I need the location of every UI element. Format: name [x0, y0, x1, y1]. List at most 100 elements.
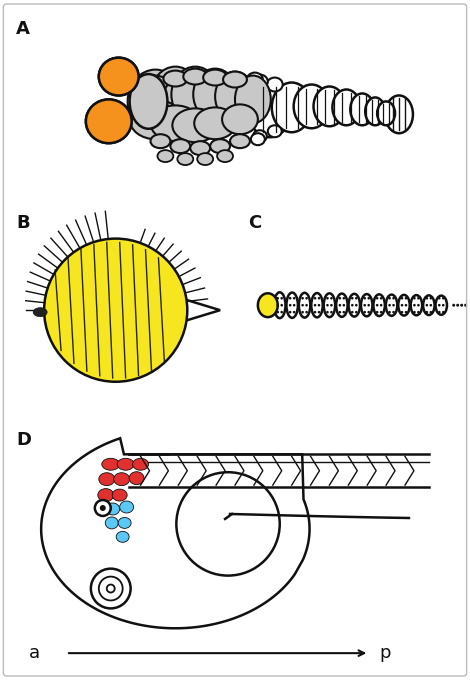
Circle shape — [363, 297, 366, 300]
Circle shape — [380, 297, 383, 300]
Ellipse shape — [106, 503, 120, 515]
Circle shape — [99, 577, 123, 600]
Ellipse shape — [272, 82, 312, 132]
Circle shape — [355, 311, 358, 313]
Circle shape — [318, 304, 320, 307]
Circle shape — [388, 297, 391, 300]
Circle shape — [401, 304, 403, 307]
Ellipse shape — [436, 296, 447, 315]
Ellipse shape — [150, 105, 200, 141]
Circle shape — [388, 304, 391, 307]
Ellipse shape — [86, 99, 132, 143]
Circle shape — [376, 311, 378, 313]
Circle shape — [368, 311, 370, 313]
Ellipse shape — [98, 489, 114, 502]
Circle shape — [388, 311, 391, 313]
Circle shape — [301, 297, 304, 300]
Circle shape — [100, 505, 106, 511]
Circle shape — [376, 304, 378, 307]
Ellipse shape — [116, 531, 129, 542]
Ellipse shape — [112, 489, 127, 501]
Circle shape — [363, 311, 366, 313]
Ellipse shape — [210, 139, 230, 153]
Circle shape — [438, 297, 440, 300]
Ellipse shape — [252, 75, 268, 88]
Ellipse shape — [350, 93, 374, 125]
Circle shape — [351, 297, 353, 300]
Circle shape — [326, 304, 329, 307]
Circle shape — [44, 239, 187, 381]
Circle shape — [376, 297, 378, 300]
Ellipse shape — [172, 108, 218, 142]
Circle shape — [338, 297, 341, 300]
Circle shape — [392, 297, 395, 300]
Ellipse shape — [130, 99, 181, 139]
Circle shape — [464, 304, 467, 307]
Ellipse shape — [365, 97, 385, 125]
Ellipse shape — [129, 472, 144, 485]
Ellipse shape — [223, 71, 247, 88]
Circle shape — [343, 297, 345, 300]
Circle shape — [417, 304, 420, 307]
Circle shape — [343, 304, 345, 307]
Circle shape — [301, 311, 304, 313]
Text: C: C — [248, 214, 261, 232]
Circle shape — [430, 304, 432, 307]
Ellipse shape — [311, 293, 323, 318]
Ellipse shape — [253, 131, 267, 142]
Circle shape — [392, 311, 395, 313]
Circle shape — [289, 311, 291, 313]
Ellipse shape — [128, 69, 183, 133]
Circle shape — [314, 297, 316, 300]
Ellipse shape — [336, 294, 348, 317]
Circle shape — [405, 297, 407, 300]
Circle shape — [314, 311, 316, 313]
Ellipse shape — [133, 458, 149, 471]
Ellipse shape — [190, 141, 210, 155]
Circle shape — [438, 311, 440, 313]
Circle shape — [306, 311, 308, 313]
Ellipse shape — [157, 150, 173, 162]
Ellipse shape — [377, 101, 395, 125]
Circle shape — [413, 304, 416, 307]
Circle shape — [326, 311, 329, 313]
Ellipse shape — [164, 71, 187, 86]
Ellipse shape — [120, 501, 133, 513]
Ellipse shape — [251, 133, 265, 145]
Ellipse shape — [99, 58, 139, 95]
Text: p: p — [379, 644, 391, 662]
Ellipse shape — [217, 150, 233, 162]
Circle shape — [293, 304, 296, 307]
Circle shape — [380, 304, 383, 307]
Circle shape — [417, 311, 420, 313]
Circle shape — [343, 311, 345, 313]
Circle shape — [442, 311, 445, 313]
Circle shape — [281, 304, 283, 307]
Circle shape — [401, 311, 403, 313]
Circle shape — [456, 304, 459, 307]
Circle shape — [95, 500, 111, 516]
Circle shape — [330, 311, 333, 313]
Ellipse shape — [230, 134, 250, 148]
Circle shape — [281, 311, 283, 313]
Circle shape — [293, 297, 296, 300]
Circle shape — [425, 311, 428, 313]
Circle shape — [430, 311, 432, 313]
Ellipse shape — [267, 78, 283, 92]
Circle shape — [289, 304, 291, 307]
Circle shape — [330, 297, 333, 300]
Ellipse shape — [361, 294, 372, 316]
Ellipse shape — [203, 69, 227, 86]
Circle shape — [460, 304, 463, 307]
Circle shape — [281, 297, 283, 300]
Circle shape — [363, 304, 366, 307]
Text: a: a — [29, 644, 40, 662]
Ellipse shape — [423, 295, 435, 315]
Text: A: A — [16, 20, 30, 38]
Ellipse shape — [183, 69, 207, 84]
Circle shape — [405, 304, 407, 307]
Circle shape — [306, 304, 308, 307]
Ellipse shape — [386, 294, 397, 316]
Ellipse shape — [411, 295, 422, 316]
Circle shape — [351, 311, 353, 313]
